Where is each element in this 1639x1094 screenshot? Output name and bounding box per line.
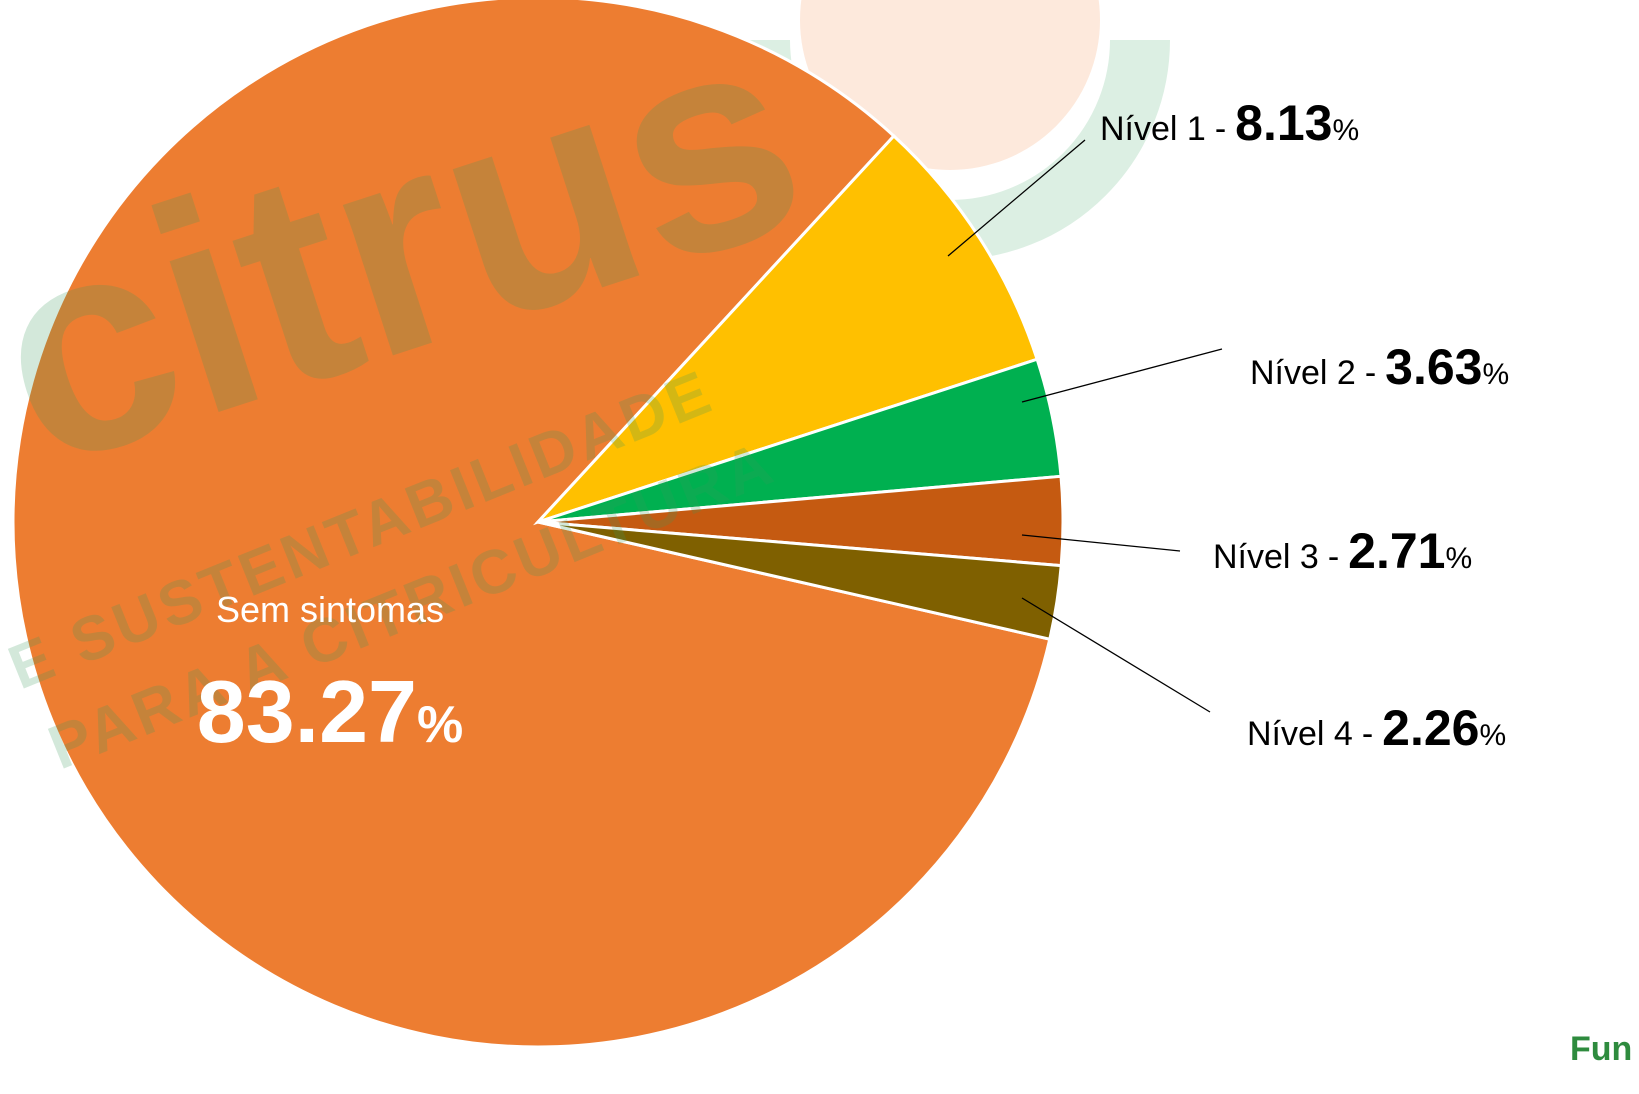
category-label: Nível 3 — [1213, 538, 1319, 576]
slice-label: Nível 3-2.71% — [1213, 523, 1472, 579]
category-label: Sem sintomas — [216, 589, 444, 630]
separator: - — [1215, 110, 1226, 148]
value-number: 83.27 — [197, 662, 417, 761]
separator: - — [1328, 538, 1339, 576]
separator: - — [1365, 354, 1376, 392]
slice-label: Nível 2-3.63% — [1250, 339, 1509, 395]
leader-line — [947, 139, 1086, 257]
value-unit: % — [417, 696, 463, 754]
pie-slice — [11, 0, 1052, 1049]
value-unit: % — [1445, 542, 1472, 575]
leader-line — [1021, 534, 1181, 552]
value-unit: % — [1479, 719, 1506, 752]
value-unit: % — [1482, 358, 1509, 391]
pie-slice — [533, 133, 1040, 526]
leader-line — [1021, 348, 1223, 403]
category-label: Nível 1 — [1100, 110, 1206, 148]
pie-slice — [537, 520, 1063, 642]
value-number: 3.63 — [1385, 339, 1482, 395]
value-number: 2.71 — [1348, 523, 1445, 579]
value-label: 83.27% — [197, 662, 463, 761]
slice-label: Nível 1-8.13% — [1100, 95, 1359, 151]
value-number: 8.13 — [1235, 95, 1332, 151]
separator: - — [1362, 715, 1373, 753]
category-label: Nível 4 — [1247, 715, 1353, 753]
value-unit: % — [1332, 114, 1359, 147]
pie — [11, 0, 1065, 1049]
logo: Fun — [1570, 1030, 1632, 1068]
leader-line — [1021, 597, 1211, 713]
category-label: Nível 2 — [1250, 354, 1356, 392]
slice-label: Nível 4-2.26% — [1247, 700, 1506, 756]
value-number: 2.26 — [1382, 700, 1479, 756]
